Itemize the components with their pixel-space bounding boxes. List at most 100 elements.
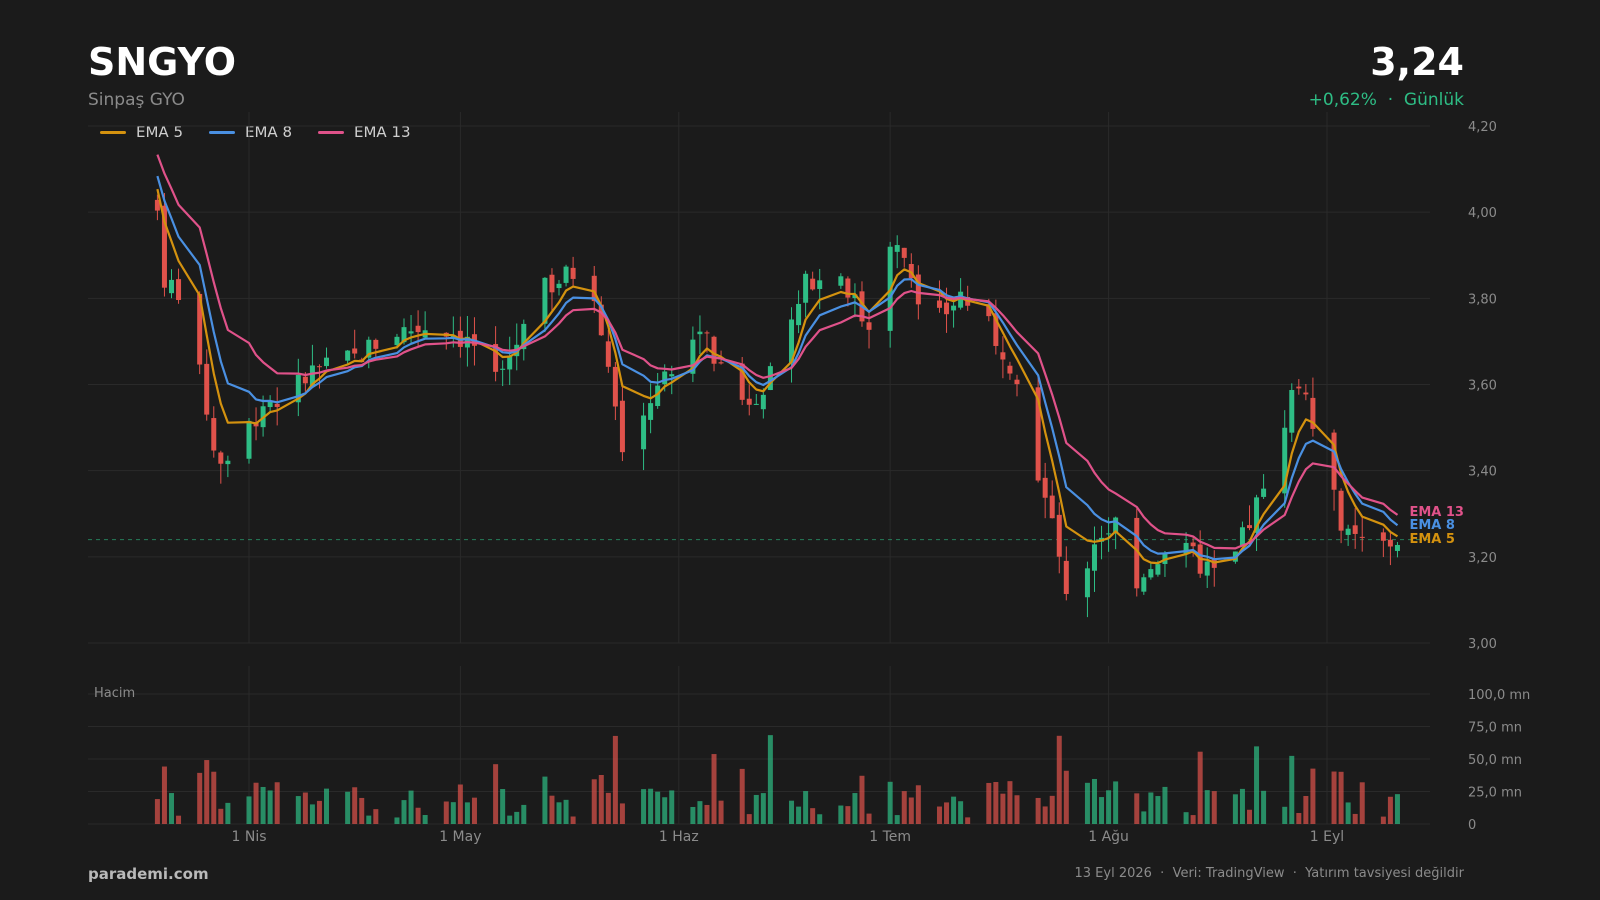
volume-bar [542,776,548,824]
time-tick-label: 1 Ağu [1088,829,1129,845]
candle-body [415,325,421,333]
time-tick-label: 1 Tem [869,829,911,845]
volume-tick-label: 50,0 mn [1468,753,1522,768]
volume-bar [965,817,971,824]
volume-bar [1387,796,1393,824]
candle-body [1289,390,1295,433]
candle-body [894,245,900,252]
volume-bar [1148,792,1154,824]
candle-body [753,403,759,405]
price-tick-label: 3,80 [1468,292,1497,307]
volume-bar [359,797,365,824]
candle-body [1190,542,1196,547]
candle-body [796,303,802,326]
candle-body [789,319,795,363]
volume-bar [267,790,273,824]
candle-body [655,385,661,407]
candle-body [1141,577,1147,592]
volume-bar [803,791,809,824]
volume-bar [908,797,914,824]
volume-bar [936,806,942,824]
volume-bar [838,805,844,824]
candle-body [1345,528,1351,535]
volume-bar [457,784,463,824]
volume-bar [549,795,555,824]
volume-bar [443,801,449,824]
candle-body [450,335,456,337]
volume-bar [641,789,647,824]
volume-bar [662,797,668,824]
volume-bar [324,788,330,824]
volume-bar [1049,795,1055,824]
volume-bar [218,808,224,824]
volume-bar [352,787,358,824]
volume-bar [951,796,957,824]
volume-bar [810,808,816,824]
candle-body [1359,536,1365,538]
candle-body [901,247,907,258]
volume-bar [1190,815,1196,824]
legend-item-ema5: EMA 5 [100,123,183,141]
volume-pane-label: Hacim [94,686,136,701]
volume-bar [1134,793,1140,824]
legend-label-ema13: EMA 13 [354,123,411,141]
volume-bar [958,801,964,824]
volume-bar [563,799,569,824]
ema5-line [156,188,1399,565]
candle-body [641,415,647,450]
candle-body [1042,477,1048,498]
candle-body [746,398,752,405]
volume-bar [401,800,407,824]
candle-body [1261,488,1267,497]
volume-bar [493,764,499,824]
candle-body [915,274,921,305]
volume-bar [1084,782,1090,824]
volume-bar [556,802,562,824]
volume-bar [345,791,351,824]
candle-body [316,366,322,368]
price-tick-label: 3,20 [1468,551,1497,566]
candle-body [570,267,576,279]
volume-bar [415,807,421,824]
time-tick-label: 1 Haz [659,829,699,845]
volume-bar [225,802,231,824]
volume-bar [612,735,618,824]
candle-body [1134,517,1140,589]
volume-bar [471,797,477,824]
volume-bar [704,804,710,824]
volume-bar [464,802,470,824]
volume-bar [154,799,160,824]
volume-bar [845,806,851,824]
candle-body [1310,397,1316,429]
price-tick-label: 4,00 [1468,206,1497,221]
axis-labels: 4,20 4,00 3,80 3,60 3,40 3,20 3,00 100,0 mn 75,0… [231,120,1530,845]
volume-bar [859,775,865,824]
candle-body [1063,560,1069,594]
candle-body [267,400,273,408]
volume-bar [394,817,400,824]
volume-bar [767,735,773,824]
volume-bar [1141,811,1147,824]
volume-bar [746,814,752,824]
volume-bar [753,794,759,824]
volume-bar [500,789,506,824]
candle-body [401,327,407,343]
time-tick-label: 1 Nis [231,829,266,845]
volume-bar [1099,797,1105,824]
candle-body [817,280,823,289]
volume-bar [655,791,661,824]
candle-body [542,277,548,324]
volume-tick-label: 75,0 mn [1468,721,1522,736]
candle-body [549,274,555,293]
volume-bar [168,793,174,824]
grid-lines [88,112,1430,825]
volume-bar [690,806,696,824]
volume-bar [408,790,414,824]
volume-bar [1359,782,1365,824]
candle-body [936,300,942,308]
volume-bar [591,779,597,824]
candle-body [521,323,527,350]
candle-body [648,403,654,420]
candle-body [986,304,992,317]
